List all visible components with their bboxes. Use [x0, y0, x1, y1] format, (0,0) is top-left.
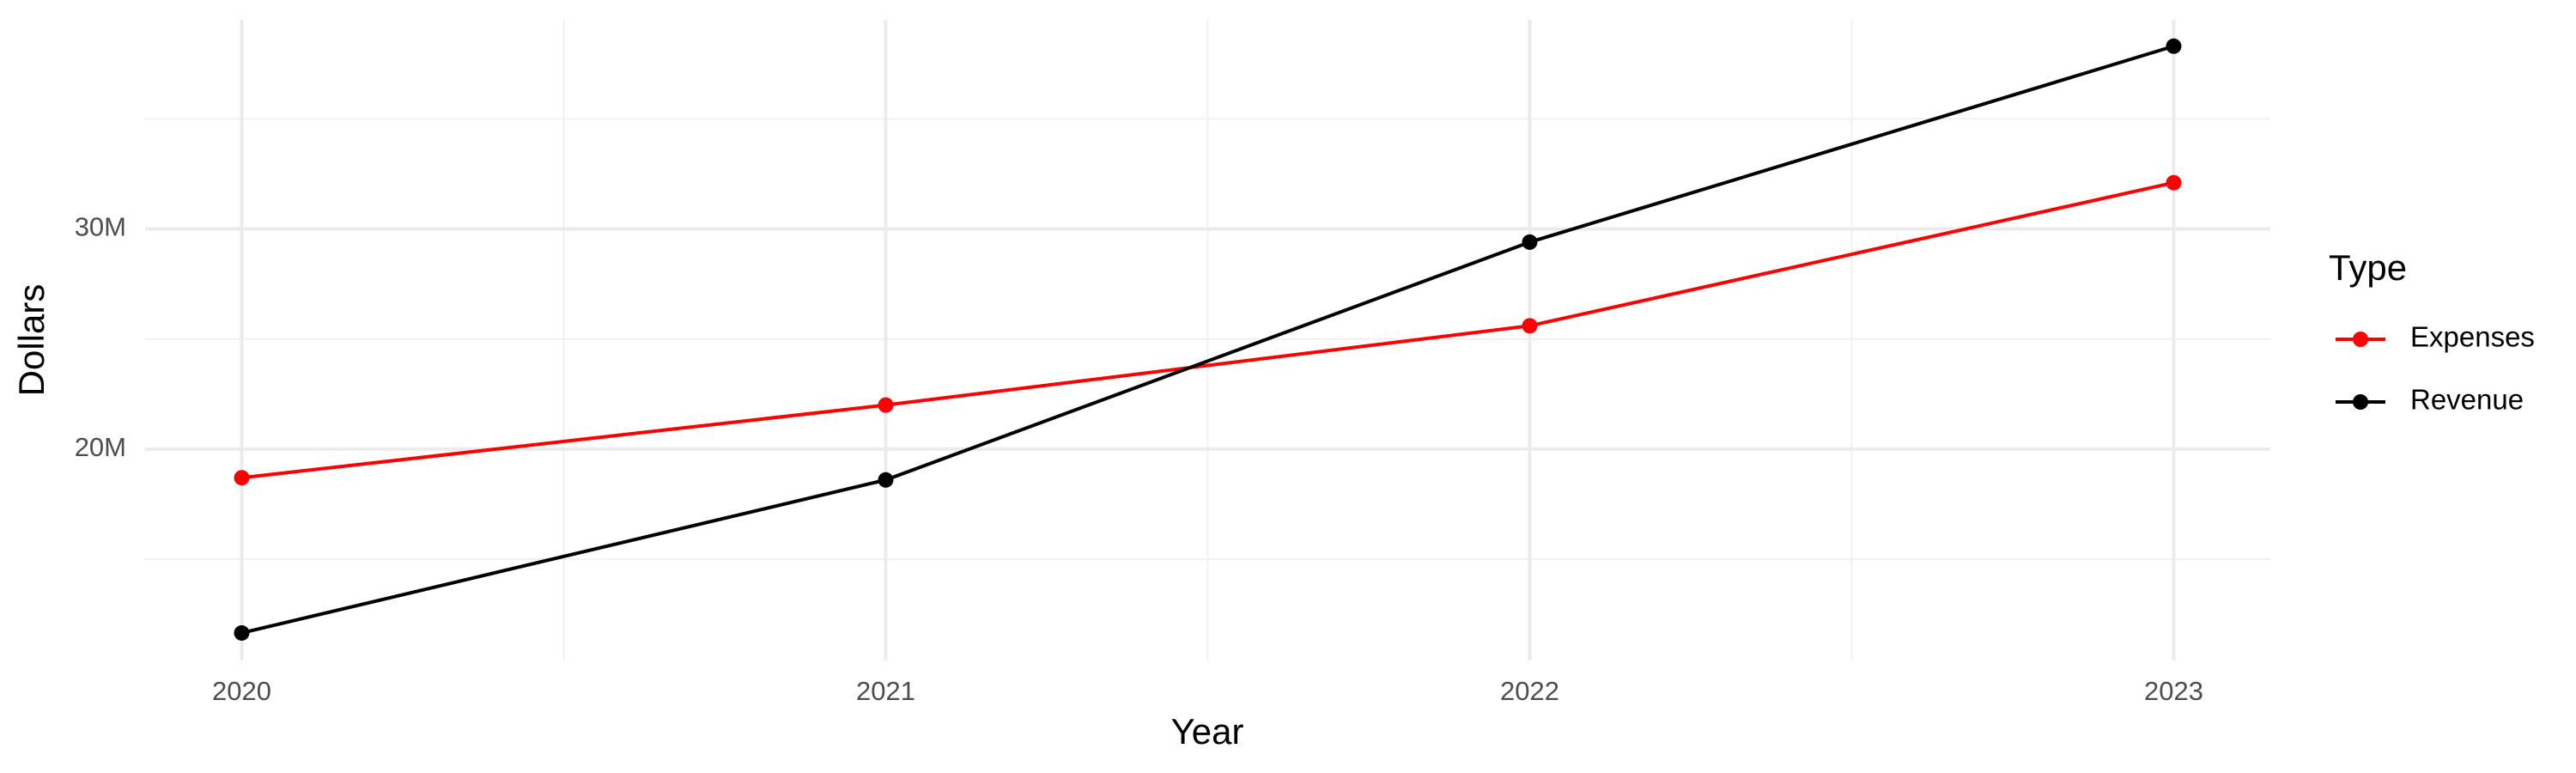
y-tick-label: 20M: [75, 432, 126, 462]
x-axis-title: Year: [1171, 711, 1244, 752]
legend-title: Type: [2329, 247, 2407, 288]
line: [241, 180, 2174, 480]
line: [241, 44, 2175, 635]
point: [2166, 38, 2182, 54]
point: [2166, 174, 2182, 191]
x-tick-label: 2023: [2144, 676, 2203, 706]
point: [1522, 234, 1538, 250]
x-tick-label: 2021: [856, 676, 915, 706]
legend-label: Expenses: [2410, 321, 2535, 353]
point: [234, 624, 250, 641]
point: [878, 397, 894, 413]
point: [234, 470, 250, 486]
y-tick-label: 30M: [75, 212, 126, 242]
point: [1522, 318, 1538, 334]
legend-point: [2353, 394, 2368, 410]
x-tick-label: 2020: [212, 676, 271, 706]
point: [878, 472, 894, 488]
legend-label: Revenue: [2410, 384, 2524, 416]
y-axis-title: Dollars: [11, 284, 52, 397]
x-tick-label: 2022: [1500, 676, 1559, 706]
legend-point: [2353, 332, 2368, 347]
